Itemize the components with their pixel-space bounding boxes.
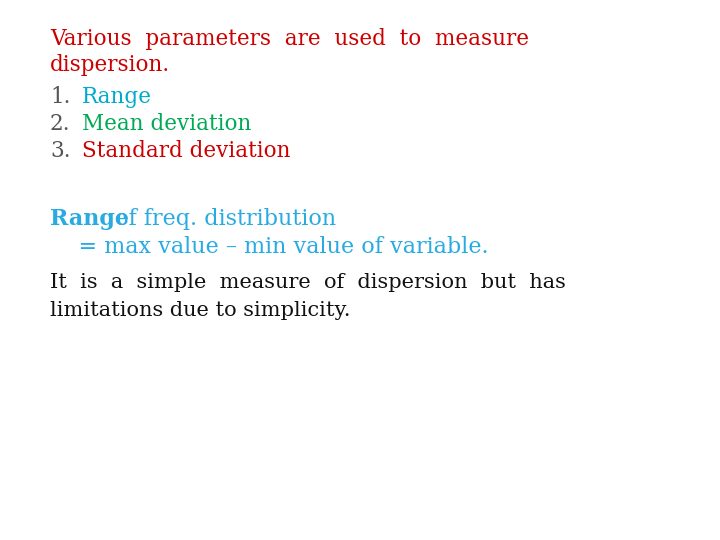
Text: of freq. distribution: of freq. distribution xyxy=(108,208,336,230)
Text: Range: Range xyxy=(50,208,129,230)
Text: 2.: 2. xyxy=(50,113,71,135)
Text: 3.: 3. xyxy=(50,140,71,162)
Text: Standard deviation: Standard deviation xyxy=(82,140,290,162)
Text: dispersion.: dispersion. xyxy=(50,54,170,76)
Text: = max value – min value of variable.: = max value – min value of variable. xyxy=(50,236,489,258)
Text: Various  parameters  are  used  to  measure: Various parameters are used to measure xyxy=(50,28,529,50)
Text: Range: Range xyxy=(82,86,152,108)
Text: 1.: 1. xyxy=(50,86,71,108)
Text: Mean deviation: Mean deviation xyxy=(82,113,251,135)
Text: It  is  a  simple  measure  of  dispersion  but  has: It is a simple measure of dispersion but… xyxy=(50,273,566,292)
Text: limitations due to simplicity.: limitations due to simplicity. xyxy=(50,301,351,320)
